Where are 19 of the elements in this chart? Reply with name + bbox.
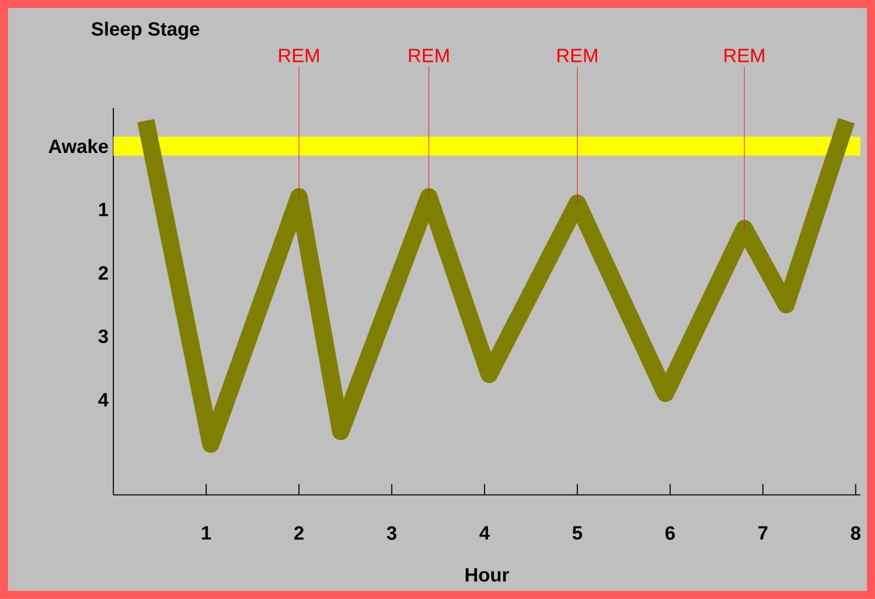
- y-tick-label: 2: [98, 266, 108, 280]
- annotation: REM: [409, 48, 449, 62]
- x-tick-label: 2: [294, 526, 304, 540]
- y-tick-label: 4: [98, 393, 109, 406]
- annotation: REM: [558, 48, 598, 62]
- y-tick-label: Awake: [48, 139, 108, 154]
- x-tick-label: 5: [572, 526, 582, 540]
- annotation: REM: [279, 48, 319, 62]
- annotation: REM: [724, 48, 764, 62]
- x-axis-title: Hour: [466, 568, 509, 582]
- y-axis-title: Sleep Stage: [92, 22, 200, 40]
- x-tick-label: 3: [386, 526, 396, 540]
- x-tick-label: 6: [665, 526, 675, 540]
- y-tick-label: 3: [98, 330, 108, 344]
- x-tick-label: 7: [758, 526, 768, 540]
- x-tick-label: 8: [850, 526, 860, 540]
- x-tick-label: 1: [202, 526, 211, 540]
- y-tick-label: 1: [99, 202, 108, 216]
- x-tick-label: 4: [479, 526, 490, 540]
